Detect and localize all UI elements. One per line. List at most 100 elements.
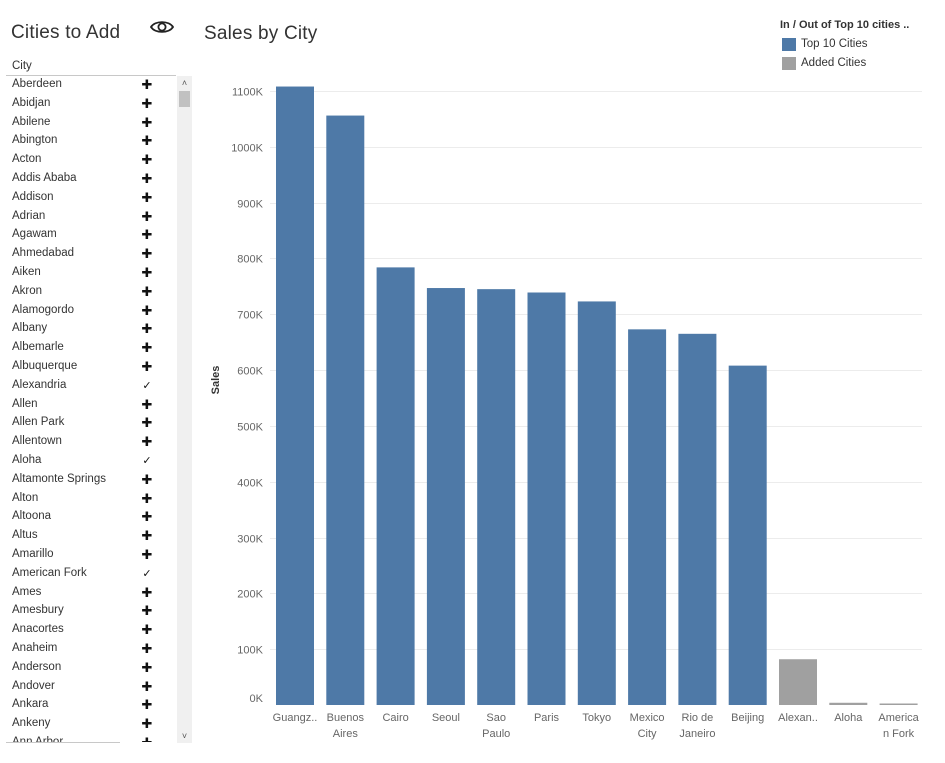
plus-icon[interactable]: ✚ [141,697,153,713]
city-list-item[interactable]: Alamogordo ✚ [0,302,177,321]
x-tick-label: Cairo [382,712,408,724]
plus-icon[interactable]: ✚ [141,603,153,619]
city-list-item[interactable]: Ahmedabad ✚ [0,245,177,264]
city-list-item[interactable]: Adrian ✚ [0,208,177,227]
city-list-item[interactable]: Amarillo ✚ [0,546,177,565]
plus-icon[interactable]: ✚ [141,415,153,431]
plus-icon[interactable]: ✚ [141,227,153,243]
plus-icon[interactable]: ✚ [141,584,153,600]
plus-icon[interactable]: ✚ [141,114,153,130]
city-list-item[interactable]: American Fork ✓ [0,565,177,584]
plus-icon[interactable]: ✚ [141,471,153,487]
plus-icon[interactable]: ✚ [141,340,153,356]
city-list-item[interactable]: Andover ✚ [0,678,177,697]
plus-icon[interactable]: ✚ [141,302,153,318]
city-list-item[interactable]: Allen Park ✚ [0,414,177,433]
bar[interactable] [577,301,616,705]
bar[interactable] [628,329,667,705]
city-list-item[interactable]: Akron ✚ [0,283,177,302]
bar[interactable] [477,289,516,705]
city-list-item[interactable]: Addis Ababa ✚ [0,170,177,189]
city-list-scrollbar[interactable]: ˄ ˅ [177,76,192,743]
city-list[interactable]: Aberdeen ✚ Abidjan ✚ Abilene ✚ Abington ✚ Acton ✚… [0,76,177,742]
city-list-item[interactable]: Allentown ✚ [0,433,177,452]
plus-icon[interactable]: ✚ [141,208,153,224]
city-list-item[interactable]: Amesbury ✚ [0,602,177,621]
y-tick-label: 1100K [232,87,264,99]
city-list-item[interactable]: Ames ✚ [0,584,177,603]
plus-icon[interactable]: ✚ [141,678,153,694]
city-name: Altamonte Springs [12,472,106,485]
city-list-item[interactable]: Alexandria ✓ [0,377,177,396]
city-list-item[interactable]: Aberdeen ✚ [0,76,177,95]
scroll-up-button[interactable]: ˄ [181,78,188,88]
plus-icon[interactable]: ✚ [141,265,153,280]
city-list-item[interactable]: Anderson ✚ [0,659,177,678]
plus-icon[interactable]: ✚ [141,396,153,412]
plus-icon[interactable]: ✚ [141,359,153,374]
city-list-item[interactable]: Altus ✚ [0,527,177,546]
city-name: Alton [12,491,39,504]
plus-icon[interactable]: ✚ [141,189,153,205]
plus-icon[interactable]: ✚ [141,659,153,675]
plus-icon[interactable]: ✚ [141,95,153,111]
city-list-item[interactable]: Albemarle ✚ [0,339,177,358]
city-list-item[interactable]: Ann Arbor ✚ [0,734,177,742]
city-list-item[interactable]: Addison ✚ [0,189,177,208]
bar[interactable] [527,292,566,705]
plus-icon[interactable]: ✚ [141,528,153,544]
city-list-item[interactable]: Abidjan ✚ [0,95,177,114]
scroll-down-button[interactable]: ˅ [181,731,188,741]
bar[interactable] [728,365,767,705]
plus-icon[interactable]: ✚ [141,716,153,732]
plus-icon[interactable]: ✚ [141,547,153,562]
city-list-item[interactable]: Ankeny ✚ [0,715,177,734]
city-column-header[interactable]: City [12,60,32,72]
city-list-item[interactable]: Albany ✚ [0,320,177,339]
bar[interactable] [326,115,365,705]
bar[interactable] [779,659,817,705]
city-list-item[interactable]: Abington ✚ [0,132,177,151]
x-tick-label: Paulo [482,728,510,740]
city-list-item[interactable]: Abilene ✚ [0,114,177,133]
check-icon[interactable]: ✓ [142,379,152,392]
city-name: Anderson [12,660,62,673]
bar[interactable] [276,86,314,705]
city-list-item[interactable]: Ankara ✚ [0,696,177,715]
check-icon[interactable]: ✓ [142,455,152,467]
bar[interactable] [879,703,918,706]
city-list-item[interactable]: Altamonte Springs ✚ [0,471,177,490]
bar[interactable] [678,333,717,705]
plus-icon[interactable]: ✚ [141,321,153,337]
eye-icon[interactable] [149,17,175,37]
city-list-item[interactable]: Anacortes ✚ [0,621,177,640]
plus-icon[interactable]: ✚ [141,171,153,186]
plus-icon[interactable]: ✚ [141,735,153,742]
plus-icon[interactable]: ✚ [141,622,153,638]
city-list-item[interactable]: Alton ✚ [0,490,177,509]
bar[interactable] [426,288,465,705]
check-icon[interactable]: ✓ [142,567,152,580]
city-list-item[interactable]: Albuquerque ✚ [0,358,177,377]
y-tick-label: 200K [237,589,263,601]
bar[interactable] [829,702,868,705]
bar[interactable] [376,267,415,705]
plus-icon[interactable]: ✚ [141,641,153,656]
plus-icon[interactable]: ✚ [141,509,153,525]
plus-icon[interactable]: ✚ [141,490,153,506]
city-list-item[interactable]: Altoona ✚ [0,508,177,527]
plus-icon[interactable]: ✚ [141,246,153,262]
plus-icon[interactable]: ✚ [141,434,153,450]
city-list-item[interactable]: Aiken ✚ [0,264,177,283]
legend-title[interactable]: In / Out of Top 10 cities .. [780,19,910,31]
city-list-item[interactable]: Aloha ✓ [0,452,177,471]
plus-icon[interactable]: ✚ [141,152,153,168]
city-list-item[interactable]: Allen ✚ [0,396,177,415]
scroll-thumb[interactable] [179,91,190,107]
city-list-item[interactable]: Acton ✚ [0,151,177,170]
plus-icon[interactable]: ✚ [141,133,153,149]
plus-icon[interactable]: ✚ [141,283,153,299]
plus-icon[interactable]: ✚ [141,77,153,92]
city-list-item[interactable]: Agawam ✚ [0,226,177,245]
city-list-item[interactable]: Anaheim ✚ [0,640,177,659]
